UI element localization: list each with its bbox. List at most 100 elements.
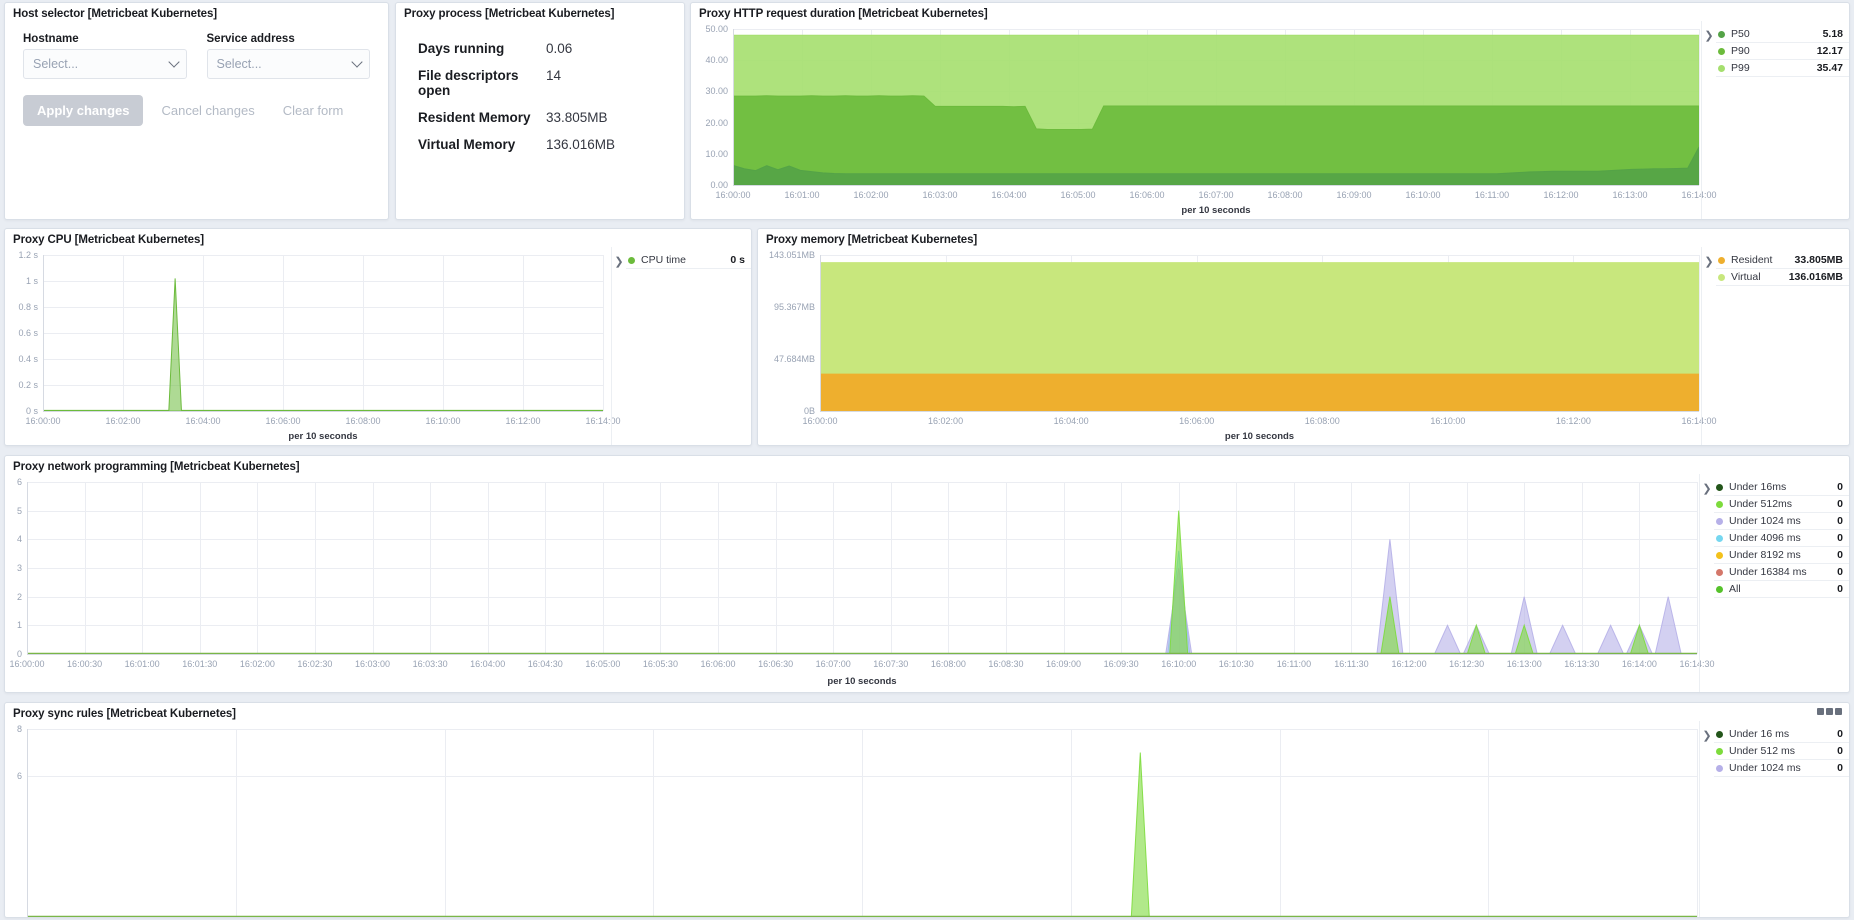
grid-line-vertical xyxy=(1121,482,1123,654)
legend-item-label: P90 xyxy=(1731,45,1750,57)
legend-expand-toggle[interactable]: ❯ xyxy=(614,256,624,268)
y-axis-tick: 10.00 xyxy=(705,148,728,159)
legend-item-label: Under 512 ms xyxy=(1729,745,1795,757)
grid-line-horizontal xyxy=(43,255,603,256)
legend-expand-toggle[interactable]: ❯ xyxy=(1702,483,1712,495)
x-axis-line xyxy=(43,411,603,412)
y-axis-tick: 47.684MB xyxy=(773,353,815,364)
x-axis-tick: 16:11:00 xyxy=(1474,190,1510,200)
x-axis-line xyxy=(733,185,1699,186)
legend-item[interactable]: P90 12.17 xyxy=(1716,43,1849,60)
legend-item[interactable]: Under 8192 ms 0 xyxy=(1714,547,1849,564)
y-axis-line xyxy=(27,482,28,654)
grid-line-vertical xyxy=(833,482,835,654)
legend-item-value: 0 xyxy=(1837,549,1843,561)
y-axis-line xyxy=(820,255,821,411)
y-axis-tick: 95.367MB xyxy=(773,302,815,312)
legend-item[interactable]: Under 4096 ms 0 xyxy=(1714,530,1849,547)
legend-item[interactable]: Under 1024 ms 0 xyxy=(1714,513,1849,530)
legend-item-value: 0 xyxy=(1837,515,1843,527)
panel-menu-button[interactable] xyxy=(1814,706,1845,717)
legend-expand-toggle[interactable]: ❯ xyxy=(1702,730,1712,742)
x-axis-tick: 16:11:30 xyxy=(1334,659,1369,669)
grid-line-vertical xyxy=(199,482,201,654)
y-axis-tick: 143.051MB xyxy=(768,250,815,260)
cancel-changes-button[interactable]: Cancel changes xyxy=(151,95,264,126)
service-address-select[interactable]: Select... xyxy=(206,49,370,79)
metric-key: File descriptors open xyxy=(418,68,519,98)
legend-item[interactable]: P50 5.18 xyxy=(1716,26,1849,43)
panel-proxy-process: Proxy process [Metricbeat Kubernetes] Da… xyxy=(395,2,685,220)
metric-value: 0.06 xyxy=(546,41,573,56)
grid-line-vertical xyxy=(1466,482,1468,654)
legend-color-dot xyxy=(1718,64,1725,72)
legend-item-value: 0 xyxy=(1837,498,1843,510)
legend-item-value: 0 xyxy=(1837,762,1843,774)
grid-line-horizontal xyxy=(43,307,603,308)
chart-http-duration: 0.00 10.00 20.00 30.00 40.00 50.00 16:00:00 16:… xyxy=(691,21,1849,219)
legend-item[interactable]: All 0 xyxy=(1714,581,1849,598)
grid-line-vertical xyxy=(1236,482,1238,654)
legend-item[interactable]: Under 512ms 0 xyxy=(1714,496,1849,513)
legend-list: Under 16 ms 0 Under 512 ms 0 Under 1024 ms 0 xyxy=(1714,721,1849,777)
y-axis-tick: 0.00 xyxy=(710,180,728,190)
legend-item[interactable]: Under 16 ms 0 xyxy=(1714,726,1849,743)
legend-item[interactable]: Resident 33.805MB xyxy=(1716,252,1849,269)
legend-expand-toggle[interactable]: ❯ xyxy=(1704,256,1714,268)
grid-line-vertical xyxy=(1639,482,1641,654)
legend-color-dot xyxy=(1716,764,1723,772)
x-axis-tick: 16:10:00 xyxy=(1161,659,1197,669)
legend-item[interactable]: Under 16384 ms 0 xyxy=(1714,564,1849,581)
x-axis-tick: 16:14:30 xyxy=(1679,659,1715,669)
x-axis-tick: 16:13:30 xyxy=(1564,659,1600,669)
host-selector-form: Hostname Select... Service address Selec… xyxy=(5,23,388,136)
legend-item[interactable]: Virtual 136.016MB xyxy=(1716,269,1849,286)
grid-line-vertical xyxy=(84,482,86,654)
legend-item-value: 0 xyxy=(1837,481,1843,493)
grid-line-vertical xyxy=(775,482,777,654)
x-axis-tick: 16:13:00 xyxy=(1506,659,1542,669)
x-axis-tick: 16:14:00 xyxy=(585,416,621,426)
chart-data-layer xyxy=(733,34,1699,185)
legend-expand-toggle[interactable]: ❯ xyxy=(1704,30,1714,42)
clear-form-button[interactable]: Clear form xyxy=(273,95,354,126)
panel-title-host-selector: Host selector [Metricbeat Kubernetes] xyxy=(13,8,217,20)
x-axis-tick: 16:07:30 xyxy=(873,659,909,669)
x-axis-caption: per 10 seconds xyxy=(1181,205,1251,216)
x-axis-tick: 16:02:00 xyxy=(239,659,275,669)
apply-changes-button[interactable]: Apply changes xyxy=(23,95,144,126)
x-axis-tick: 16:00:00 xyxy=(9,659,45,669)
grid-line-vertical xyxy=(363,255,364,411)
grid-line-vertical xyxy=(862,729,863,917)
panel-proxy-memory: Proxy memory [Metricbeat Kubernetes] 0B 4… xyxy=(757,228,1850,446)
legend-item-value: 136.016MB xyxy=(1788,271,1843,283)
menu-dot-icon xyxy=(1826,708,1833,715)
x-axis-tick: 16:08:00 xyxy=(345,416,381,426)
legend-item[interactable]: P99 35.47 xyxy=(1716,60,1849,77)
y-axis-tick: 0 xyxy=(16,649,22,659)
grid-line-vertical xyxy=(443,255,444,411)
label-service-address: Service address xyxy=(206,33,295,45)
legend-color-dot xyxy=(1716,730,1723,738)
grid-line-horizontal xyxy=(27,596,1697,598)
x-axis-tick: 16:10:00 xyxy=(1430,416,1466,426)
grid-line-vertical xyxy=(545,482,547,654)
panel-title-sync-rules: Proxy sync rules [Metricbeat Kubernetes] xyxy=(13,708,236,720)
x-axis-tick: 16:08:00 xyxy=(930,659,966,669)
y-axis-tick: 0.8 s xyxy=(18,302,38,312)
chart-data-layer xyxy=(43,278,603,411)
chart-legend: ❯ Resident 33.805MB Virtual 136.016MB xyxy=(1701,247,1849,445)
x-axis-tick: 16:12:00 xyxy=(1391,659,1427,669)
hostname-select-value: Select... xyxy=(33,57,79,71)
legend-item-value: 35.47 xyxy=(1816,62,1843,74)
legend-item[interactable]: Under 1024 ms 0 xyxy=(1714,760,1849,777)
panel-title-proxy-cpu: Proxy CPU [Metricbeat Kubernetes] xyxy=(13,234,204,246)
legend-item[interactable]: Under 512 ms 0 xyxy=(1714,743,1849,760)
legend-item[interactable]: Under 16ms 0 xyxy=(1714,479,1849,496)
metric-key: Resident Memory xyxy=(418,110,531,125)
legend-item[interactable]: CPU time 0 s xyxy=(626,252,751,269)
legend-color-dot xyxy=(1718,30,1725,38)
y-axis-tick: 2 xyxy=(16,591,22,602)
hostname-select[interactable]: Select... xyxy=(23,49,187,79)
